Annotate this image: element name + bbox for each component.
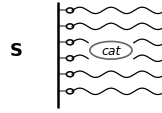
- Ellipse shape: [90, 42, 132, 60]
- Text: S: S: [10, 42, 23, 60]
- Text: cat: cat: [101, 44, 121, 57]
